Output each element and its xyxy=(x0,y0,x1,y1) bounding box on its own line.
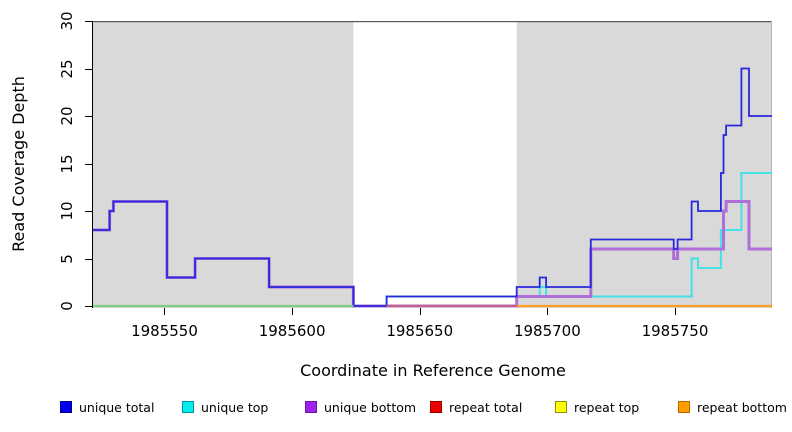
x-tick-label-1985600: 1985600 xyxy=(258,322,326,340)
y-tick-label-25: 25 xyxy=(58,58,76,79)
y-tick-label-5: 5 xyxy=(58,253,76,264)
legend-swatch-unique-bottom xyxy=(305,401,317,413)
legend-swatch-repeat-top xyxy=(555,401,567,413)
y-tick-label-15: 15 xyxy=(58,153,76,174)
x-axis-title: Coordinate in Reference Genome xyxy=(300,361,566,380)
x-tick-1985550 xyxy=(164,308,166,315)
x-tick-label-1985750: 1985750 xyxy=(641,322,709,340)
plot-area xyxy=(93,21,772,308)
legend-label: unique bottom xyxy=(324,399,417,415)
legend-label: repeat top xyxy=(574,399,640,415)
x-tick-label-1985700: 1985700 xyxy=(513,322,581,340)
y-tick-15 xyxy=(85,163,92,165)
legend-swatch-unique-total xyxy=(60,401,72,413)
y-tick-10 xyxy=(85,211,92,212)
y-tick-label-0: 0 xyxy=(58,301,76,311)
y-axis-line xyxy=(92,21,93,308)
x-tick-label-1985550: 1985550 xyxy=(131,322,198,340)
y-tick-25 xyxy=(85,68,92,70)
y-tick-0 xyxy=(85,306,92,307)
y-tick-label-10: 10 xyxy=(58,201,76,221)
legend-item-repeat-top: repeat top xyxy=(555,399,639,415)
x-tick-label-1985650: 1985650 xyxy=(386,322,454,340)
legend-label: unique top xyxy=(201,399,269,415)
white-band xyxy=(353,22,517,308)
legend-label: repeat bottom xyxy=(697,399,787,415)
legend-item-unique-bottom: unique bottom xyxy=(305,399,416,415)
x-tick-1985750 xyxy=(675,308,676,315)
legend-item-repeat-total: repeat total xyxy=(430,399,522,415)
x-tick-1985600 xyxy=(292,308,294,315)
plot-top-border xyxy=(93,21,772,23)
y-tick-30 xyxy=(85,21,92,22)
legend-swatch-repeat-total xyxy=(430,401,442,413)
legend-item-repeat-bottom: repeat bottom xyxy=(678,399,787,415)
legend-swatch-unique-top xyxy=(182,401,194,413)
x-tick-1985700 xyxy=(547,308,549,315)
y-tick-20 xyxy=(85,116,92,117)
legend-label: repeat total xyxy=(449,399,523,415)
y-axis-title: Read Coverage Depth xyxy=(9,76,28,252)
y-tick-label-20: 20 xyxy=(58,106,76,126)
legend-label: unique total xyxy=(79,399,155,415)
y-tick-5 xyxy=(85,258,92,260)
x-tick-1985650 xyxy=(419,308,421,315)
legend-item-unique-total: unique total xyxy=(60,399,154,415)
legend-item-unique-top: unique top xyxy=(182,399,268,415)
series-unique-total xyxy=(93,67,772,307)
legend-swatch-repeat-bottom xyxy=(678,401,690,413)
plot-right-edge xyxy=(771,21,772,308)
y-tick-label-30: 30 xyxy=(58,11,76,31)
